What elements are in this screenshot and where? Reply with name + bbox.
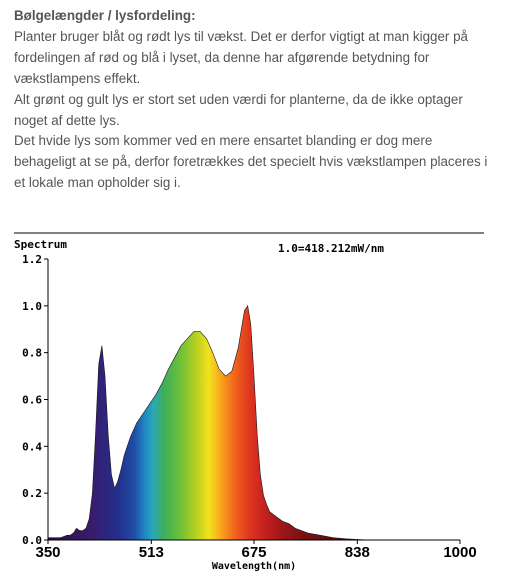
y-tick-label: 1.2 bbox=[22, 253, 42, 266]
x-tick-label: 1000 bbox=[443, 544, 476, 561]
chart-title: Spectrum bbox=[14, 238, 67, 251]
y-tick-label: 0.0 bbox=[22, 534, 42, 547]
x-tick-label: 675 bbox=[241, 544, 266, 561]
article-heading: Bølgelængder / lysfordeling: bbox=[14, 8, 196, 23]
x-tick-label: 350 bbox=[35, 544, 60, 561]
x-axis-label: Wavelength(nm) bbox=[212, 561, 296, 572]
chart-annotation: 1.0=418.212mW/nm bbox=[278, 242, 384, 255]
y-tick-label: 0.4 bbox=[22, 440, 42, 453]
spectrum-chart-svg: 0.0 0.2 0.4 0.6 0.8 1.0 1.2 350 513 675 838 1000 Spe… bbox=[14, 232, 484, 572]
article-paragraph-1: Planter bruger blåt og rødt lys til væks… bbox=[14, 28, 468, 86]
y-tick-label: 0.8 bbox=[22, 347, 42, 360]
article-paragraph-2: Alt grønt og gult lys er stort set uden … bbox=[14, 91, 463, 128]
y-tick-label: 1.0 bbox=[22, 300, 42, 313]
x-tick-label: 513 bbox=[139, 544, 164, 561]
y-tick-label: 0.6 bbox=[22, 394, 42, 407]
x-tick-label: 838 bbox=[345, 544, 370, 561]
article-paragraph-3: Det hvide lys som kommer ved en mere ens… bbox=[14, 133, 488, 191]
spectrum-area bbox=[47, 305, 372, 541]
y-tick-label: 0.2 bbox=[22, 487, 42, 500]
spectrum-chart: 0.0 0.2 0.4 0.6 0.8 1.0 1.2 350 513 675 838 1000 Spe… bbox=[0, 226, 512, 587]
article-text: Bølgelængder / lysfordeling: Planter bru… bbox=[14, 6, 494, 194]
